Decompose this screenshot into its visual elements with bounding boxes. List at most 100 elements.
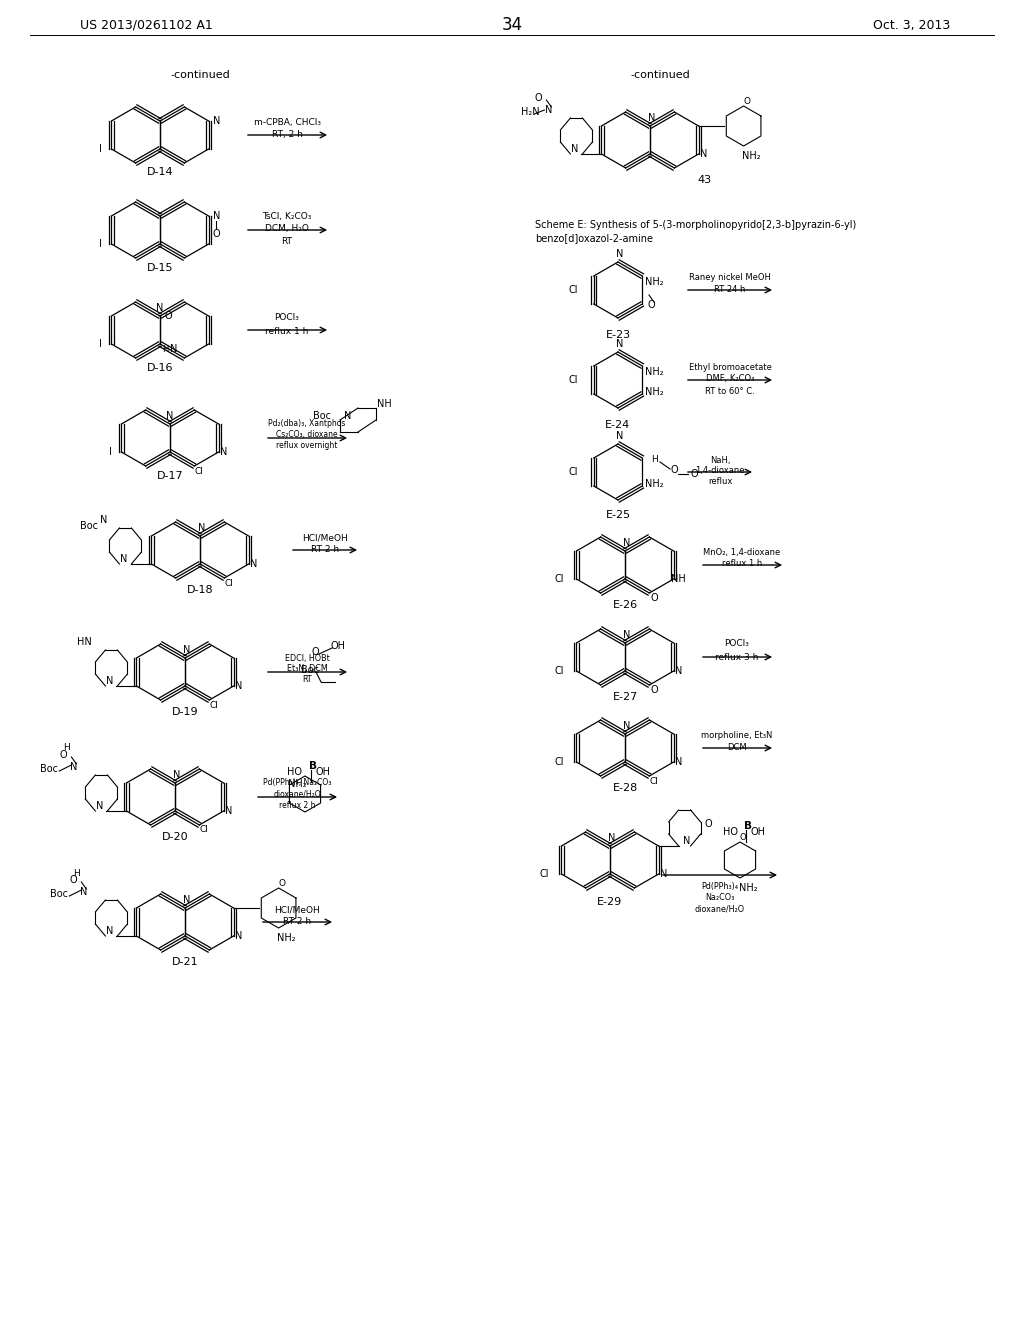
Text: -continued: -continued — [170, 70, 229, 81]
Text: N: N — [173, 770, 180, 780]
Text: O: O — [647, 300, 654, 310]
Text: 43: 43 — [698, 176, 712, 185]
Text: reflux overnight: reflux overnight — [276, 441, 338, 450]
Text: Cl: Cl — [225, 578, 233, 587]
Text: N: N — [157, 304, 164, 313]
Text: Boc: Boc — [301, 665, 319, 675]
Text: N: N — [624, 630, 631, 640]
Text: N: N — [213, 116, 220, 125]
Text: NH: NH — [672, 574, 686, 583]
Text: Cs₂CO₃, dioxane: Cs₂CO₃, dioxane — [276, 429, 338, 438]
Text: H: H — [63, 743, 70, 752]
Text: US 2013/0261102 A1: US 2013/0261102 A1 — [80, 18, 213, 32]
Text: N: N — [99, 515, 108, 525]
Text: N: N — [616, 249, 624, 259]
Text: reflux: reflux — [708, 478, 732, 487]
Text: D-19: D-19 — [172, 708, 199, 717]
Text: benzo[d]oxazol-2-amine: benzo[d]oxazol-2-amine — [535, 234, 653, 243]
Text: Boc: Boc — [40, 764, 58, 774]
Text: I: I — [98, 239, 101, 249]
Text: OH: OH — [751, 828, 766, 837]
Text: N: N — [648, 114, 655, 123]
Text: NH₂: NH₂ — [645, 367, 664, 378]
Text: EDCI, HOBt: EDCI, HOBt — [285, 653, 330, 663]
Text: H: H — [650, 455, 657, 465]
Text: O: O — [670, 465, 678, 475]
Text: N: N — [183, 645, 190, 655]
Text: E-24: E-24 — [605, 420, 631, 430]
Text: N: N — [95, 801, 103, 810]
Text: O: O — [59, 750, 68, 760]
Text: NH₂: NH₂ — [645, 387, 664, 397]
Text: D-18: D-18 — [186, 585, 213, 595]
Text: N: N — [616, 339, 624, 348]
Text: O: O — [650, 593, 658, 603]
Text: HO: HO — [723, 828, 737, 837]
Text: Raney nickel MeOH: Raney nickel MeOH — [689, 272, 771, 281]
Text: E-25: E-25 — [605, 510, 631, 520]
Text: N: N — [120, 554, 127, 564]
Text: N: N — [659, 869, 668, 879]
Text: Oct. 3, 2013: Oct. 3, 2013 — [872, 18, 950, 32]
Text: Pd(PPh₃)₄: Pd(PPh₃)₄ — [701, 883, 738, 891]
Text: N: N — [675, 667, 682, 676]
Text: O: O — [164, 312, 172, 321]
Text: N: N — [213, 211, 220, 220]
Text: N: N — [683, 836, 690, 846]
Text: TsCl, K₂CO₃: TsCl, K₂CO₃ — [262, 213, 311, 222]
Text: I: I — [98, 339, 101, 348]
Text: N: N — [199, 523, 206, 533]
Text: N: N — [344, 411, 351, 421]
Text: N: N — [624, 539, 631, 548]
Text: Scheme E: Synthesis of 5-(3-morpholinopyrido[2,3-b]pyrazin-6-yl): Scheme E: Synthesis of 5-(3-morpholinopy… — [535, 220, 856, 230]
Text: Cl: Cl — [555, 667, 564, 676]
Text: Et₃N, DCM: Et₃N, DCM — [287, 664, 328, 673]
Text: I: I — [109, 447, 112, 457]
Text: N: N — [700, 149, 708, 158]
Text: D-21: D-21 — [172, 957, 199, 968]
Text: dioxane/H₂O: dioxane/H₂O — [273, 789, 321, 799]
Text: Cl: Cl — [555, 756, 564, 767]
Text: RT: RT — [282, 236, 293, 246]
Text: Cl: Cl — [568, 467, 578, 477]
Text: NH₂: NH₂ — [738, 883, 758, 894]
Text: N: N — [105, 927, 113, 936]
Text: OH: OH — [331, 642, 345, 651]
Text: N: N — [624, 721, 631, 731]
Text: HCl/MeOH: HCl/MeOH — [274, 906, 319, 915]
Text: H: H — [73, 869, 80, 878]
Text: HN: HN — [77, 638, 92, 647]
Text: RT to 60° C.: RT to 60° C. — [706, 387, 755, 396]
Text: OH: OH — [315, 767, 331, 777]
Text: N: N — [166, 411, 174, 421]
Text: O: O — [535, 92, 542, 103]
Text: reflux 3 h: reflux 3 h — [716, 652, 759, 661]
Text: NH: NH — [377, 399, 391, 409]
Text: Cl: Cl — [555, 574, 564, 583]
Text: B: B — [309, 762, 317, 771]
Text: E-26: E-26 — [612, 601, 638, 610]
Text: N: N — [545, 106, 552, 115]
Text: NH₂: NH₂ — [645, 277, 664, 286]
Text: m-CPBA, CHCl₃: m-CPBA, CHCl₃ — [254, 117, 321, 127]
Text: DCM, H₂O: DCM, H₂O — [265, 224, 309, 234]
Text: N: N — [80, 887, 87, 898]
Text: N: N — [105, 676, 113, 686]
Text: Pd₂(dba)₃, Xantphos: Pd₂(dba)₃, Xantphos — [268, 418, 346, 428]
Text: N: N — [250, 558, 257, 569]
Text: N: N — [183, 895, 190, 906]
Text: N: N — [220, 447, 227, 457]
Text: B: B — [744, 821, 752, 832]
Text: POCl₃: POCl₃ — [274, 314, 299, 322]
Text: NH₂: NH₂ — [742, 150, 761, 161]
Text: Ethyl bromoacetate: Ethyl bromoacetate — [688, 363, 771, 371]
Text: O: O — [690, 469, 697, 479]
Text: RT 2 h: RT 2 h — [311, 545, 339, 554]
Text: morpholine, Et₃N: morpholine, Et₃N — [701, 730, 773, 739]
Text: RT 24 h: RT 24 h — [715, 285, 745, 294]
Text: NaH,: NaH, — [710, 455, 730, 465]
Text: E-28: E-28 — [612, 783, 638, 793]
Text: Cl: Cl — [650, 776, 658, 785]
Text: D-14: D-14 — [146, 168, 173, 177]
Text: D-16: D-16 — [146, 363, 173, 374]
